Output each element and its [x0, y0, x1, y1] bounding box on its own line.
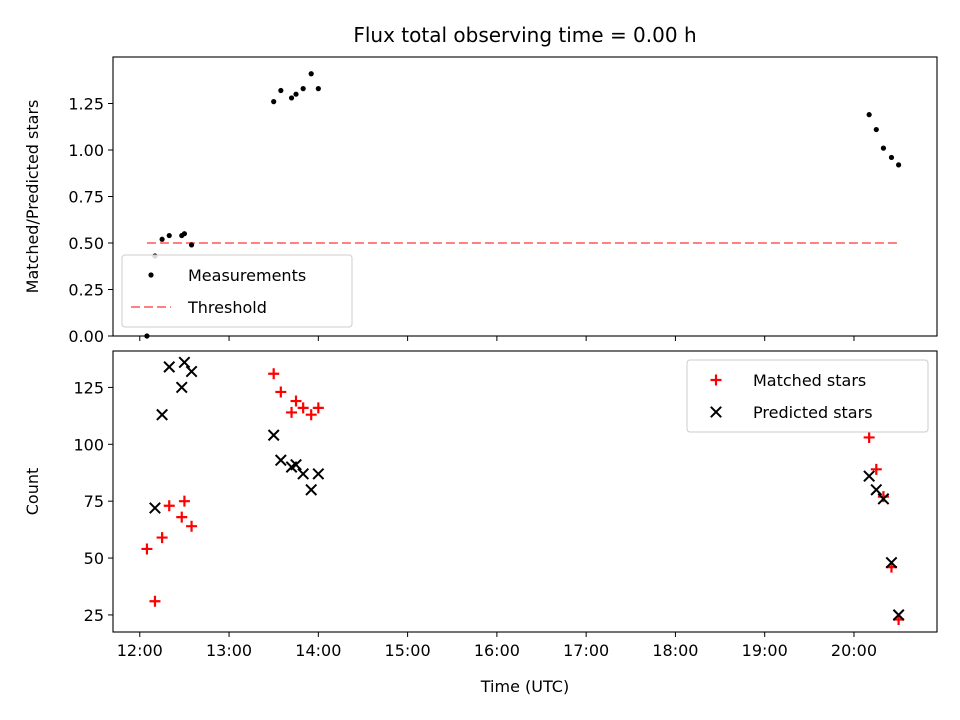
y-axis-label: Matched/Predicted stars: [23, 100, 42, 294]
data-point: [892, 609, 905, 621]
series-x: [149, 356, 905, 621]
x-tick-label: 12:00: [117, 641, 163, 660]
legend: Measurements Threshold: [121, 254, 353, 328]
data-point: [293, 91, 299, 97]
data-point: [149, 595, 161, 607]
y-tick-label: 1.00: [68, 141, 104, 160]
data-point: [274, 454, 287, 467]
data-point: [178, 356, 191, 369]
data-point: [156, 532, 168, 544]
data-point: [308, 71, 314, 77]
data-point: [315, 86, 321, 92]
data-point: [156, 408, 169, 421]
data-point: [305, 483, 318, 496]
data-point: [163, 500, 175, 512]
x-tick-label: 16:00: [474, 641, 520, 660]
data-point: [186, 520, 198, 532]
data-point: [275, 386, 287, 398]
data-point: [863, 431, 875, 443]
legend: Matched stars Predicted stars: [686, 359, 929, 433]
data-point: [305, 409, 317, 421]
data-point: [288, 95, 295, 101]
data-point: [159, 236, 165, 242]
data-point: [141, 543, 153, 555]
x-tick-label: 19:00: [742, 641, 788, 660]
data-point: [896, 162, 902, 168]
x-tick-label: 14:00: [295, 641, 341, 660]
y-tick-label: 0.75: [68, 188, 104, 207]
legend-entry: Predicted stars: [753, 403, 873, 422]
legend-marker: [710, 406, 722, 418]
y-tick-label: 1.25: [68, 95, 104, 114]
data-point: [175, 381, 188, 394]
data-point: [185, 365, 198, 378]
data-point: [278, 87, 284, 94]
x-tick-label: 17:00: [563, 641, 609, 660]
data-point: [870, 463, 882, 475]
x-tick-label: 18:00: [652, 641, 698, 660]
chart-title: Flux total observing time = 0.00 h: [353, 23, 696, 47]
x-axis-label: Time (UTC): [480, 677, 569, 696]
data-point: [888, 154, 895, 161]
bottom-panel: 12:00 13:00 14:00 15:00 16:00 17:00 18:00 19:00…: [23, 350, 938, 660]
legend-marker: [710, 374, 722, 386]
legend-box: [686, 359, 929, 433]
y-axis-label: Count: [23, 468, 42, 516]
data-point: [290, 458, 302, 471]
data-point: [863, 470, 876, 483]
data-point: [267, 429, 280, 442]
y-tick-label: 0.00: [68, 327, 104, 346]
data-point: [144, 333, 150, 339]
data-point: [181, 231, 188, 237]
data-point: [312, 467, 325, 480]
x-tick-label: 13:00: [206, 641, 252, 660]
data-point: [873, 126, 879, 133]
data-point: [286, 406, 298, 418]
x-tick-label: 20:00: [831, 641, 877, 660]
legend-entry: Threshold: [187, 298, 267, 317]
data-point: [176, 511, 188, 523]
top-panel: 0.00 0.25 0.50 0.75 1.00 1.25 Matched/Predicte…: [23, 56, 938, 346]
series-dot: [144, 71, 902, 339]
data-point: [297, 402, 309, 414]
data-point: [880, 145, 887, 151]
data-point: [163, 361, 176, 373]
plot-frame: [112, 350, 938, 633]
data-point: [866, 112, 872, 118]
y-tick-label: 25: [84, 606, 104, 625]
legend-box: [121, 254, 353, 328]
data-point: [312, 402, 324, 414]
legend-entry: Matched stars: [753, 371, 866, 390]
legend-entry: Measurements: [188, 266, 306, 285]
data-point: [877, 492, 890, 505]
data-point: [870, 483, 883, 496]
data-point: [149, 502, 161, 514]
data-point: [166, 232, 172, 239]
data-point: [885, 556, 898, 569]
data-point: [268, 368, 280, 380]
y-tick-label: 75: [84, 492, 104, 511]
data-point: [297, 467, 310, 480]
data-point: [178, 495, 190, 507]
y-tick-label: 0.50: [68, 234, 104, 253]
data-point: [290, 395, 302, 407]
data-point: [271, 99, 277, 105]
legend-marker: [148, 272, 154, 278]
data-point: [188, 242, 195, 248]
y-tick-label: 0.25: [68, 281, 104, 300]
data-point: [300, 86, 306, 92]
y-tick-label: 50: [84, 549, 104, 568]
x-tick-label: 15:00: [385, 641, 431, 660]
y-tick-label: 100: [73, 435, 104, 454]
y-tick-label: 125: [73, 378, 104, 397]
